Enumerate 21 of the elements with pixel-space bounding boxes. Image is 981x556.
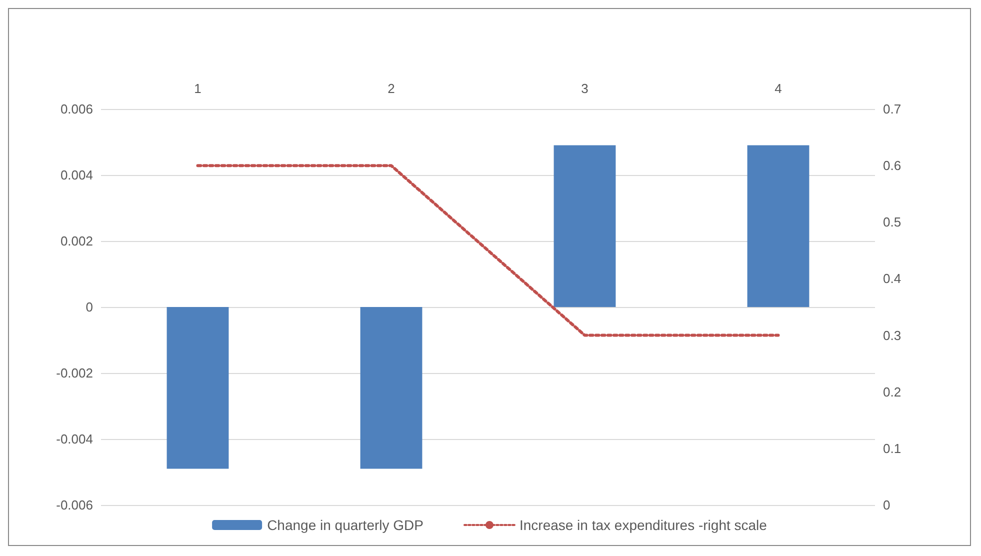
- y-tick-label: -0.002: [56, 366, 93, 380]
- legend-label: Increase in tax expenditures -right scale: [519, 517, 768, 533]
- y-tick-label: -0.004: [56, 432, 93, 446]
- y2-tick-label: 0.3: [883, 328, 902, 343]
- y2-tick-label: 0.6: [883, 158, 902, 174]
- x-tick-label: 2: [388, 81, 395, 96]
- y-tick-label: -0.006: [56, 498, 93, 512]
- y-tick-label: 0.006: [60, 102, 93, 116]
- x-tick-label: 3: [581, 81, 588, 96]
- x-tick-label: 1: [194, 81, 202, 96]
- legend-label: Change in quarterly GDP: [267, 517, 424, 533]
- y-tick-label: 0.004: [60, 168, 93, 182]
- x-tick-label: 4: [774, 81, 782, 96]
- y2-tick-label: 0.4: [883, 271, 902, 286]
- y2-tick-label: 0.1: [883, 440, 902, 456]
- y-tick-label: 0: [86, 300, 93, 314]
- y2-tick-label: 0: [883, 498, 890, 512]
- y-tick-label: 0.002: [60, 234, 93, 248]
- y2-tick-label: 0.7: [883, 102, 902, 116]
- y2-tick-label: 0.5: [883, 214, 902, 230]
- y2-tick-label: 0.2: [883, 384, 902, 400]
